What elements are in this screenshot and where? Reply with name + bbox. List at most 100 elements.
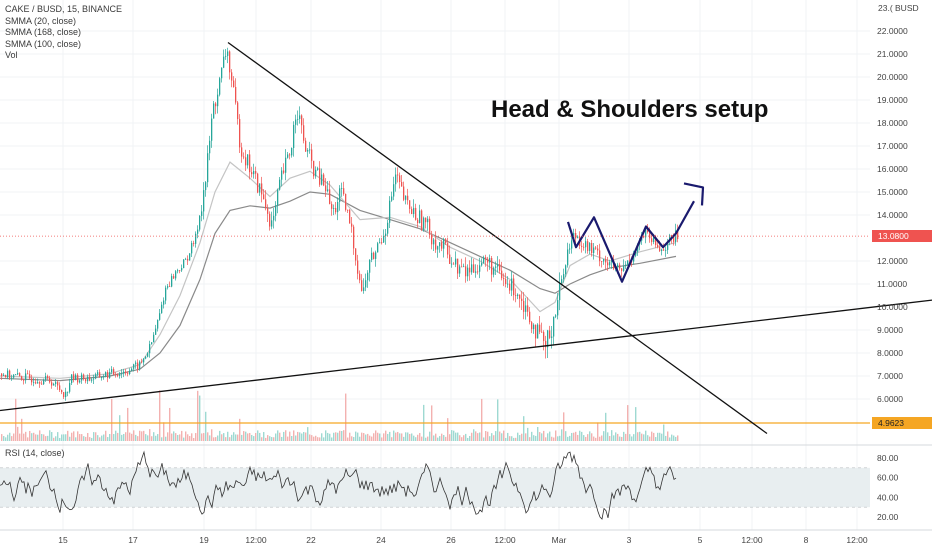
volume-bar [11,436,13,441]
candle-body [423,217,425,230]
volume-bar [383,433,385,441]
volume-bar [599,436,601,441]
candle-body [7,370,9,378]
pattern-annotation[interactable]: Head & Shoulders setup [491,96,769,123]
candle-body [263,194,265,200]
candle-body [595,247,597,249]
volume-bar [105,430,107,441]
candle-body [593,247,595,253]
level-price-tag: 4.9623 [872,417,932,429]
volume-bar [263,432,265,441]
candle-body [609,262,611,266]
volume-bar [95,432,97,441]
volume-bar [259,432,261,441]
candle-body [103,376,105,378]
trendlines[interactable] [0,41,932,435]
price-tick-label: 10.0000 [877,302,908,312]
volume-bar [129,432,131,441]
volume-bar [7,434,9,441]
volume-bar [385,430,387,441]
head-shoulders-pattern[interactable] [566,182,705,283]
candle-body [347,209,349,211]
candle-body [41,383,43,385]
volume-bar [595,437,597,441]
candle-body [497,264,499,267]
volume-bar [399,433,401,441]
candle-body [567,249,569,266]
candle-body [95,374,97,379]
volume-bar [409,433,411,441]
volume-bar [329,433,331,441]
volume-bar [501,433,503,441]
candle-body [465,266,467,277]
candle-body [55,382,57,384]
volume-bars [1,390,679,441]
grid-lines [0,0,870,530]
volume-bar [295,435,297,441]
last-price-tag: 13.0800 [872,230,932,243]
candle-body [587,241,589,251]
candle-body [127,373,129,375]
price-tick-label: 14.0000 [877,210,908,220]
candle-body [249,154,251,173]
volume-bar [311,435,313,441]
volume-bar [419,433,421,441]
candle-body [207,153,209,183]
volume-bar [301,433,303,441]
candle-body [411,208,413,215]
candle-body [225,55,227,57]
candle-body [67,391,69,393]
volume-bar [479,432,481,441]
smma-20-label[interactable]: SMMA (20, close) [5,15,77,26]
volume-bar [175,433,177,441]
volume-bar [503,430,505,441]
volume-bar [483,437,485,441]
candle-body [421,210,423,230]
candle-body [195,233,197,244]
volume-bar [97,435,99,441]
candle-body [599,250,601,262]
volume-bar [53,437,55,441]
volume-bar [137,436,139,441]
candle-body [3,374,5,376]
volume-bar [411,433,413,441]
rsi-label[interactable]: RSI (14, close) [5,448,65,458]
volume-bar [467,437,469,441]
candle-body [97,372,99,375]
volume-bar [623,431,625,441]
volume-bar [121,434,123,441]
price-axis[interactable]: 22.0000 21.0000 20.0000 19.0000 18.0000 17.00… [877,26,908,522]
candle-body [251,172,253,175]
volume-bar [283,431,285,441]
volume-bar [133,430,135,441]
volume-bar [359,436,361,441]
volume-bar [575,431,577,441]
candle-body [113,369,115,375]
candle-body [409,200,411,209]
candle-body [187,258,189,261]
candle-body [81,374,83,381]
candle-body [155,328,157,335]
candle-body [473,264,475,273]
volume-bar [19,433,21,441]
rsi-band [0,467,870,508]
symbol-label[interactable]: CAKE / BUSD, 15, BINANCE [5,4,123,14]
candle-body [619,264,621,269]
volume-bar [231,434,233,441]
volume-bar [57,432,59,441]
price-tick-label: 18.0000 [877,118,908,128]
volume-bar [79,434,81,441]
volume-bar [21,418,23,441]
time-axis[interactable]: 15 17 19 12:00 22 24 26 12:00 Mar 3 5 12:00 8 12:00 [0,529,932,545]
smma-168-label[interactable]: SMMA (168, close) [5,27,82,37]
volume-bar [381,437,383,441]
volume-label[interactable]: Vol [5,50,18,60]
volume-bar [515,437,517,441]
volume-bar [135,434,137,441]
candle-body [21,376,23,380]
volume-bar [567,436,569,441]
volume-bar [597,422,599,441]
volume-bar [457,432,459,441]
smma-100-label[interactable]: SMMA (100, close) [5,38,82,49]
